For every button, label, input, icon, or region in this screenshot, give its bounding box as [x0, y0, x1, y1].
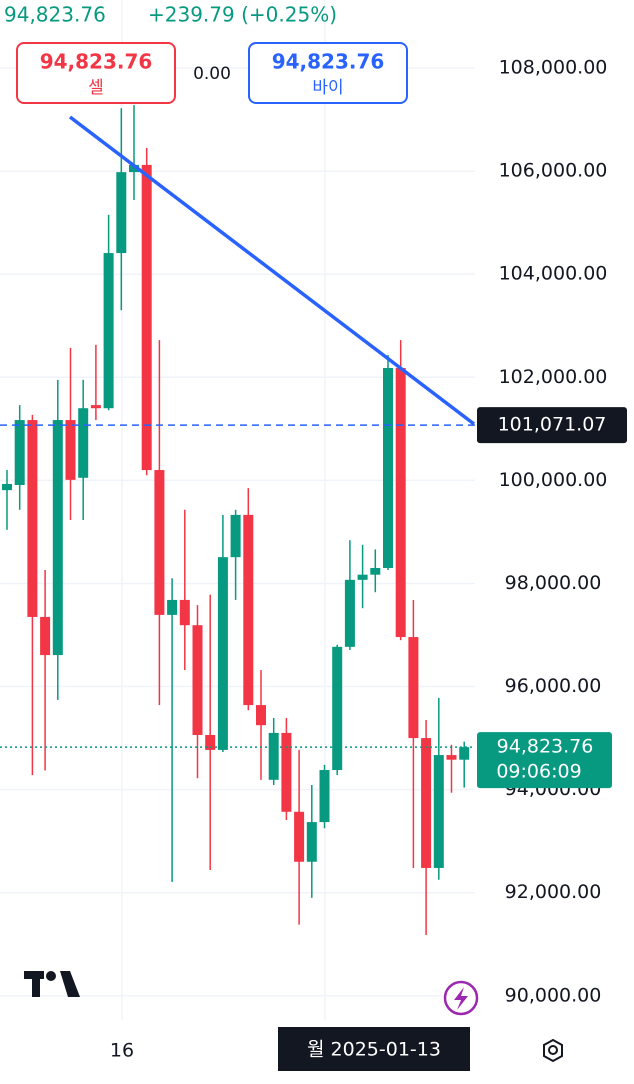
candle-body [217, 557, 228, 750]
y-tick-label: 106,000.00 [499, 160, 608, 182]
countdown-label: 09:06:09 [496, 761, 581, 783]
logo [24, 971, 80, 997]
candle-body [179, 599, 190, 626]
candle-body [281, 732, 292, 812]
last-price-label: 94,823.76 [497, 736, 594, 758]
y-tick-label: 90,000.00 [505, 984, 602, 1006]
candle-body [167, 599, 178, 615]
y-tick-label: 102,000.00 [499, 366, 608, 388]
y-tick-label: 108,000.00 [499, 57, 608, 79]
candle-body [243, 514, 254, 706]
candle-body [268, 732, 279, 780]
candle-body [27, 420, 38, 617]
candle-body [433, 755, 444, 868]
lightning-icon [454, 987, 468, 1010]
candle-body [141, 164, 152, 471]
settings-icon[interactable] [543, 1038, 563, 1063]
buy-button[interactable] [248, 42, 408, 104]
candle-body [116, 172, 127, 254]
candle-body [446, 755, 457, 760]
candle-body [65, 420, 76, 480]
sell-price: 94,823.76 [40, 50, 153, 74]
trend-line [68, 115, 476, 426]
candle-body [2, 483, 12, 491]
buy-label: 바이 [312, 78, 343, 98]
candle-body [395, 368, 406, 638]
y-tick-label: 104,000.00 [499, 263, 608, 285]
candle-body [421, 738, 432, 868]
candles [2, 105, 470, 935]
settings-icon-dot [548, 1045, 558, 1055]
buy-price: 94,823.76 [272, 50, 385, 74]
candle-body [370, 567, 381, 575]
y-tick-label: 92,000.00 [505, 881, 602, 903]
candle-body [205, 734, 216, 750]
header-change: +239.79 (+0.25%) [148, 3, 337, 27]
candle-body [52, 420, 63, 656]
candle-body [129, 164, 139, 173]
spread: 0.00 [193, 64, 231, 84]
y-tick-label: 100,000.00 [499, 469, 608, 491]
candle-body [459, 747, 470, 760]
candle-body [319, 770, 330, 823]
candle-body [103, 253, 114, 409]
candle-body [344, 579, 355, 647]
overlay: 90,000.0092,000.0094,000.0096,000.0098,0… [0, 57, 627, 1006]
candle-body [408, 637, 419, 739]
candle-body [357, 574, 368, 580]
y-tick-label: 98,000.00 [505, 572, 602, 594]
sell-button[interactable] [16, 42, 176, 104]
x-tick-label: 16 [110, 1040, 134, 1062]
last-price-box [477, 732, 612, 789]
header-price: 94,823.76 [4, 3, 106, 27]
candle-body [256, 705, 266, 726]
candle-body [154, 470, 165, 615]
sell-label: 셀 [88, 78, 104, 98]
crosshair-box [278, 1027, 470, 1071]
candle-body [14, 420, 25, 486]
candle-body [40, 616, 51, 656]
candle-body [383, 368, 393, 568]
candle-body [332, 646, 343, 771]
candle-body [192, 625, 203, 735]
crosshair-label: 월 2025-01-13 [307, 1039, 441, 1061]
hline-price-label: 101,071.07 [498, 414, 607, 436]
candle-body [90, 405, 101, 409]
candle-body [294, 811, 305, 862]
candle-body [230, 514, 241, 558]
y-tick-label: 96,000.00 [505, 675, 602, 697]
candle-body [78, 408, 89, 478]
hline-price-box [477, 407, 627, 444]
candle-body [306, 822, 317, 862]
